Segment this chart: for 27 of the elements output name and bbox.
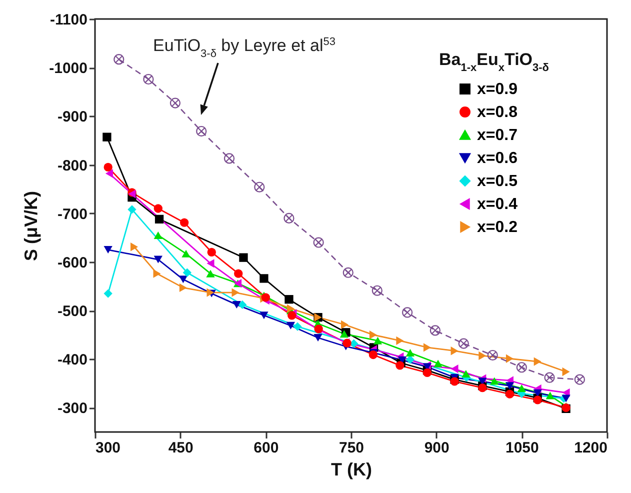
x-tick-label: 600	[254, 440, 279, 456]
x-axis-title: T (K)	[331, 460, 372, 480]
y-tick-label: -700	[57, 206, 88, 223]
y-tick-label: -600	[57, 254, 88, 272]
x-tick-label: 450	[168, 440, 194, 456]
y-tick-label: -1000	[49, 60, 88, 78]
legend-label: x=0.5	[477, 173, 518, 190]
x-tick-label: 900	[424, 440, 450, 456]
y-tick-label: -900	[57, 108, 88, 126]
x-tick-label: 750	[338, 440, 364, 456]
legend-label: x=0.6	[477, 150, 518, 167]
legend-title: Ba$_{1-x}$Eu$_{x}$TiO$_{3-δ}$	[439, 50, 550, 74]
annotation: EuTiO$_{3-δ}$ by Leyre et al$^{53}$	[153, 36, 336, 60]
x-tick-label: 1050	[505, 440, 539, 456]
x-tick-label: 300	[96, 440, 121, 456]
y-axis-title: S (μV/K)	[21, 190, 42, 262]
y-tick-label: -1100	[50, 12, 88, 28]
legend-label: x=0.8	[477, 104, 518, 121]
y-tick-label: -300	[57, 400, 88, 418]
y-tick-label: -500	[57, 303, 88, 320]
legend-label: x=0.4	[477, 196, 518, 213]
legend-label: x=0.2	[477, 219, 518, 236]
legend-label: x=0.9	[477, 81, 518, 98]
y-tick-label: -800	[57, 157, 88, 174]
x-tick-label: 1200	[574, 440, 608, 456]
legend-label: x=0.7	[477, 127, 518, 144]
y-tick-label: -400	[57, 352, 88, 369]
